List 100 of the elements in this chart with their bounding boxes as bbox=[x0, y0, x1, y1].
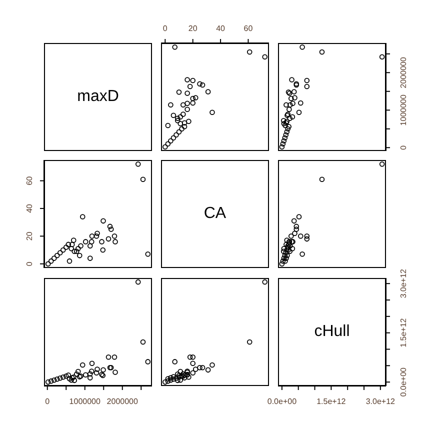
point bbox=[281, 256, 287, 261]
point bbox=[66, 372, 72, 378]
point bbox=[100, 247, 106, 253]
point bbox=[60, 374, 66, 380]
point bbox=[190, 78, 196, 84]
point bbox=[80, 362, 86, 368]
y-tick-label: 1.5e+12 bbox=[399, 318, 408, 348]
point bbox=[200, 364, 206, 370]
point bbox=[168, 138, 174, 144]
point bbox=[262, 279, 268, 285]
point bbox=[99, 239, 104, 244]
point bbox=[262, 54, 268, 60]
point bbox=[57, 250, 63, 256]
point bbox=[168, 102, 174, 108]
point bbox=[283, 250, 289, 256]
point bbox=[304, 236, 310, 242]
point bbox=[289, 77, 294, 82]
point bbox=[140, 176, 146, 182]
point bbox=[379, 54, 385, 60]
point bbox=[279, 261, 285, 266]
point bbox=[94, 366, 100, 372]
point bbox=[165, 378, 171, 384]
point bbox=[74, 372, 80, 377]
point bbox=[140, 339, 146, 345]
point bbox=[190, 100, 196, 106]
point bbox=[78, 243, 84, 248]
point bbox=[100, 218, 106, 224]
point bbox=[112, 354, 118, 360]
point bbox=[284, 252, 290, 258]
point bbox=[280, 248, 286, 254]
x-tick-label: 3.0e+12 bbox=[366, 397, 396, 406]
point bbox=[72, 378, 78, 384]
point bbox=[210, 110, 215, 116]
point bbox=[298, 234, 304, 239]
point bbox=[106, 354, 112, 360]
point bbox=[284, 256, 289, 261]
point bbox=[290, 114, 296, 120]
point bbox=[192, 95, 198, 100]
point bbox=[197, 81, 202, 87]
x-tick-label: 0 bbox=[162, 24, 168, 33]
point bbox=[186, 374, 192, 380]
point bbox=[281, 138, 287, 144]
point bbox=[288, 234, 294, 239]
point bbox=[280, 258, 286, 264]
y-tick-label: 0 bbox=[399, 144, 408, 150]
point bbox=[88, 368, 94, 374]
point bbox=[75, 368, 81, 374]
point bbox=[145, 359, 151, 364]
point bbox=[174, 116, 180, 122]
point bbox=[70, 238, 76, 243]
point bbox=[66, 242, 72, 248]
point bbox=[379, 162, 385, 167]
point bbox=[172, 44, 178, 50]
point bbox=[176, 89, 182, 95]
x-tick-label: 0 bbox=[45, 397, 50, 406]
point bbox=[68, 246, 74, 252]
point bbox=[296, 214, 302, 220]
point bbox=[66, 376, 72, 382]
point bbox=[89, 360, 95, 366]
y-tick-label: 3.0e+12 bbox=[399, 268, 408, 298]
point bbox=[190, 96, 196, 102]
point bbox=[282, 258, 288, 264]
point bbox=[200, 82, 206, 88]
point bbox=[48, 258, 54, 264]
point bbox=[174, 118, 180, 124]
point bbox=[45, 261, 51, 266]
point bbox=[286, 124, 292, 130]
y-tick-label: 40 bbox=[25, 203, 34, 213]
point bbox=[176, 129, 182, 135]
point bbox=[72, 248, 78, 254]
x-tick-label: 0.0e+00 bbox=[267, 397, 298, 406]
y-tick-label: 2000000 bbox=[399, 56, 408, 88]
point bbox=[106, 236, 112, 242]
point bbox=[165, 122, 171, 128]
point bbox=[283, 132, 289, 138]
point bbox=[108, 226, 114, 232]
point bbox=[291, 89, 297, 94]
x-tick-label: 60 bbox=[244, 24, 254, 33]
point bbox=[280, 141, 286, 147]
point bbox=[281, 246, 287, 252]
point bbox=[178, 114, 184, 120]
point bbox=[290, 100, 296, 106]
point bbox=[294, 224, 300, 230]
point bbox=[280, 118, 286, 124]
point bbox=[54, 252, 60, 258]
x-tick-label: 1000000 bbox=[69, 397, 101, 406]
point bbox=[290, 246, 296, 252]
point bbox=[100, 367, 106, 373]
x-tick-label: 2000000 bbox=[106, 397, 138, 406]
point bbox=[66, 258, 72, 264]
point bbox=[292, 230, 298, 236]
point bbox=[282, 252, 288, 258]
point bbox=[178, 377, 184, 383]
y-tick-label: 60 bbox=[25, 176, 34, 186]
point bbox=[287, 116, 292, 122]
point bbox=[75, 246, 81, 252]
point bbox=[205, 367, 211, 373]
point bbox=[187, 354, 193, 360]
point bbox=[48, 378, 54, 384]
point bbox=[296, 110, 302, 116]
